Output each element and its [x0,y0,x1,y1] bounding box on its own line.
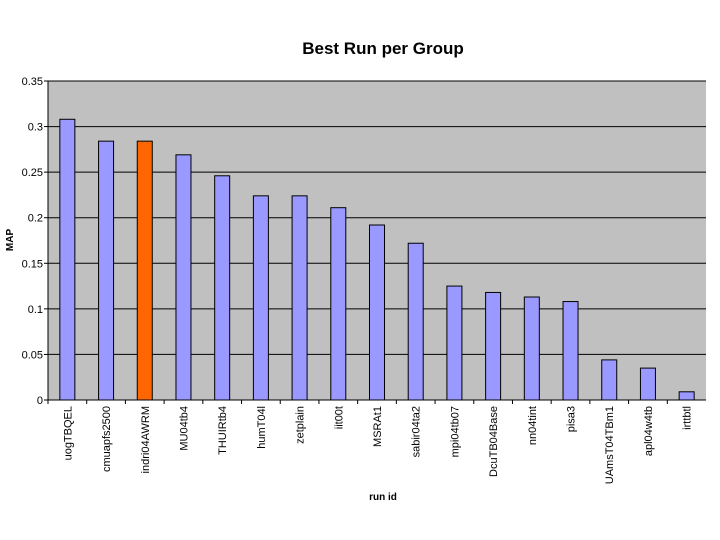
x-tick-label: indri04AWRM [140,406,152,473]
x-tick-label: cmuapfs2500 [101,406,113,472]
x-tick-label: humT04l [256,406,268,449]
x-axis-label: run id [369,492,397,503]
bar [214,175,231,401]
x-tick-label: uogTBQEL [62,406,74,460]
bar [291,195,308,401]
bar [639,367,656,401]
bar [136,140,153,401]
y-tick-label: 0.1 [28,304,43,316]
bar [678,391,695,401]
bar [330,207,347,401]
x-tick-label: DcuTB04Base [488,406,500,477]
bar [562,301,579,401]
y-tick-label: 0.35 [22,76,43,88]
bar [601,359,618,401]
y-tick-label: 0.3 [28,122,43,134]
x-tick-label: apl04w4tb [643,406,655,456]
x-tick-label: THUIRtb4 [217,406,229,455]
x-tick-label: pisa3 [566,406,578,432]
bar [369,224,385,401]
bar [98,140,115,401]
y-tick-label: 0 [37,395,43,407]
y-tick-label: 0.25 [22,167,43,179]
y-axis-label: MAP [5,229,16,252]
x-tick-label: UAmsT04TBm1 [604,406,616,484]
x-tick-label: MU04tb4 [178,406,190,451]
bar [175,154,192,401]
x-tick-label: mpi04tb07 [449,406,461,457]
x-tick-label: irttbtl [682,406,694,430]
bar [407,242,424,401]
bar [59,118,76,401]
bar [252,195,269,401]
x-tick-label: sabir04ta2 [411,406,423,457]
x-tick-label: MSRAt1 [372,406,384,447]
y-tick-label: 0.05 [22,349,43,361]
bar [523,296,540,401]
y-tick-label: 0.15 [22,258,43,270]
x-tick-label: iit00t [333,406,345,429]
x-tick-label: zetplain [295,406,307,444]
x-tick-label: nn04tint [527,406,539,445]
bar [446,285,463,401]
y-tick-label: 0.2 [28,213,43,225]
chart-title: Best Run per Group [302,39,464,58]
bar [485,291,502,401]
